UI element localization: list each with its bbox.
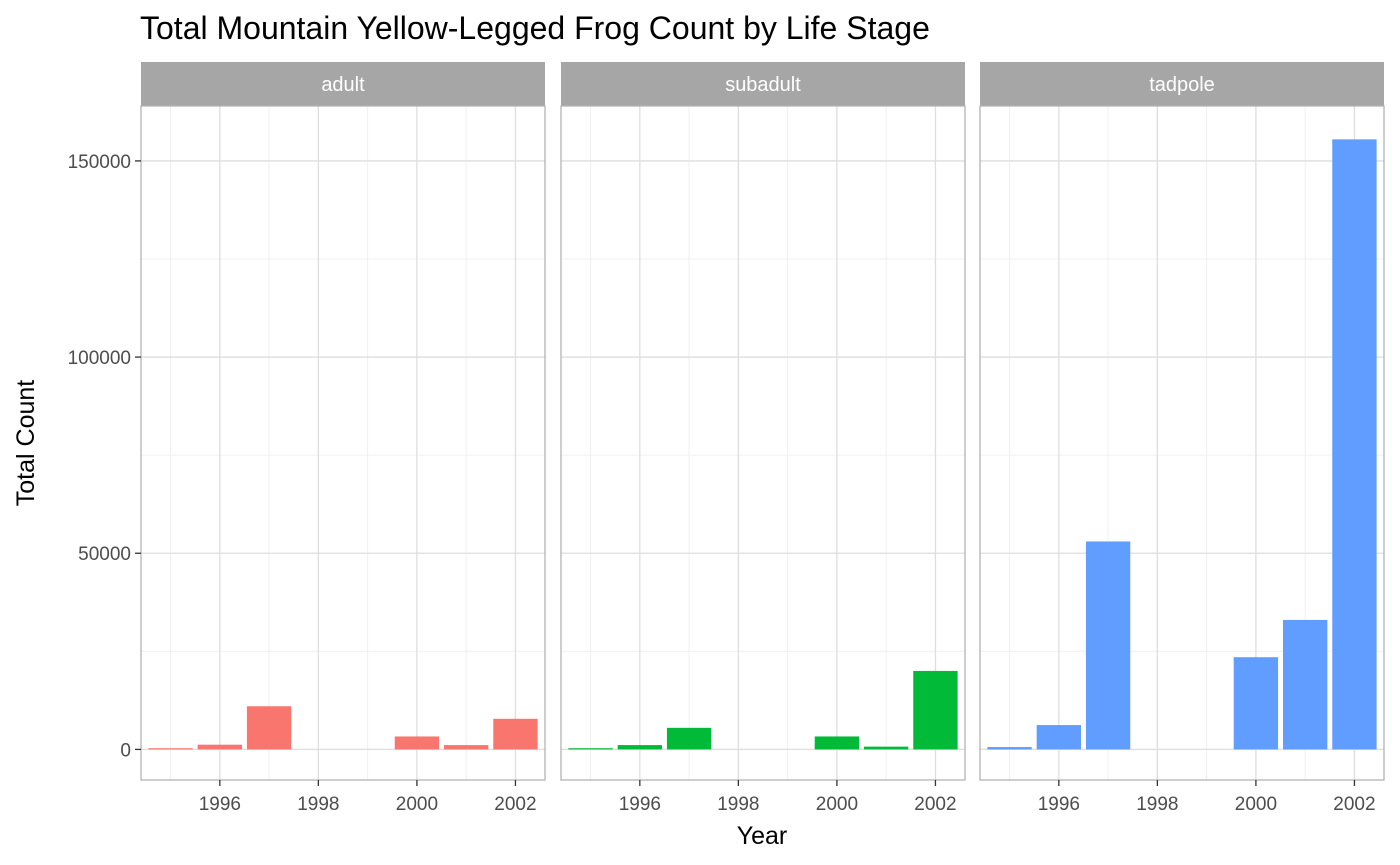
strip-label-subadult: subadult: [725, 74, 801, 96]
panel-adult: adult 1996 1998 2000 2002: [140, 62, 546, 815]
strip-tadpole: [980, 62, 1384, 106]
strip-label-adult: adult: [321, 74, 365, 96]
panel-subadult: subadult 1996 1998 2000 2002: [560, 62, 966, 815]
strip-label-tadpole: tadpole: [1149, 74, 1215, 96]
bar-tadpole-1997: [1085, 541, 1131, 750]
bar-tadpole-2001: [1283, 619, 1328, 750]
y-tick-label: 0: [120, 740, 131, 761]
y-axis: 0 50000 100000 150000: [68, 152, 141, 761]
bar-tadpole-1996: [1036, 725, 1081, 750]
bar-adult-2002: [493, 718, 538, 750]
bar-subadult-1997: [666, 727, 712, 750]
bar-subadult-2002: [913, 670, 958, 750]
bar-tadpole-2000: [1233, 657, 1279, 750]
bar-subadult-1995: [568, 748, 613, 750]
x-tick-label: 2000: [396, 794, 438, 815]
x-tick-label: 2000: [816, 794, 858, 815]
chart-title: Total Mountain Yellow-Legged Frog Count …: [140, 10, 930, 46]
strip-adult: [141, 62, 545, 106]
bar-adult-2001: [444, 745, 489, 750]
y-tick-label: 150000: [68, 152, 131, 173]
panels: adult 1996 1998 2000 2002 subadult 1996 1998 200…: [140, 62, 1385, 815]
x-tick-label: 1998: [717, 794, 759, 815]
bar-subadult-2001: [864, 746, 909, 750]
panel-tadpole: tadpole 1996 1998 2000 2002: [979, 62, 1385, 815]
x-tick-label: 2002: [494, 794, 536, 815]
bar-adult-1995: [148, 748, 193, 750]
x-tick-label: 1998: [1136, 794, 1178, 815]
bar-tadpole-1995: [987, 747, 1032, 750]
x-tick-label: 1996: [619, 794, 661, 815]
strip-subadult: [561, 62, 965, 106]
bar-subadult-1996: [617, 745, 662, 750]
x-tick-label: 2000: [1235, 794, 1277, 815]
x-tick-label: 2002: [1333, 794, 1375, 815]
bar-adult-1997: [246, 706, 292, 750]
bar-adult-1996: [197, 744, 242, 750]
y-tick-label: 100000: [68, 348, 131, 369]
bar-tadpole-2002: [1332, 139, 1377, 750]
bar-adult-2000: [394, 736, 440, 750]
y-axis-title: Total Count: [12, 380, 40, 507]
panel-background: [561, 106, 965, 780]
panel-background: [141, 106, 545, 780]
x-tick-label: 1996: [199, 794, 241, 815]
bar-subadult-2000: [814, 736, 860, 750]
x-axis-title: Year: [737, 822, 788, 850]
panel-border: [560, 105, 966, 781]
x-tick-label: 2002: [914, 794, 956, 815]
y-tick-label: 50000: [78, 544, 131, 565]
panel-border: [979, 105, 1385, 781]
panel-border: [140, 105, 546, 781]
x-tick-label: 1996: [1038, 794, 1080, 815]
x-tick-label: 1998: [297, 794, 339, 815]
